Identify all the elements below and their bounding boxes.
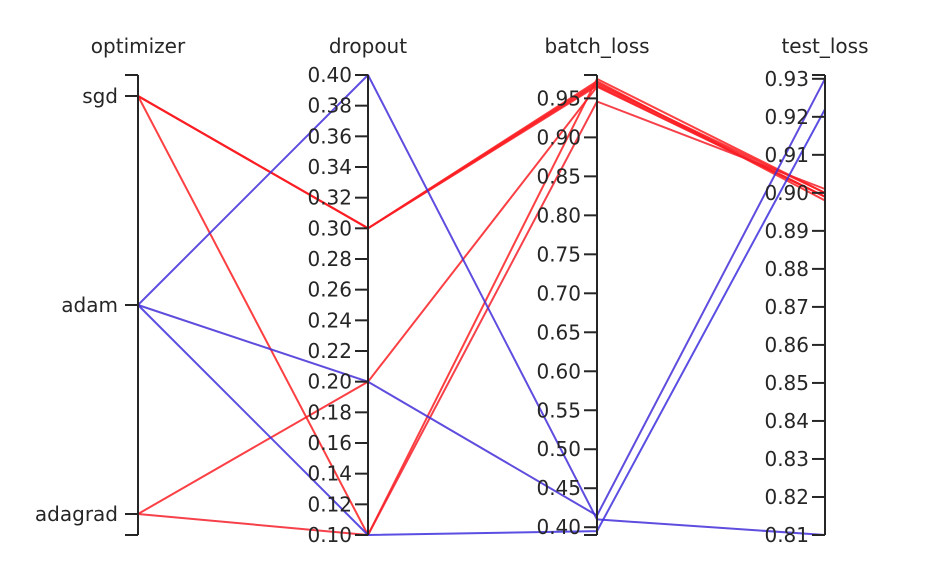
tick-label: 0.18 (307, 400, 352, 424)
series-line (137, 84, 826, 230)
tick-label: 0.14 (307, 462, 352, 486)
tick-label: 0.30 (307, 216, 352, 240)
tick-label: 0.91 (764, 143, 809, 167)
tick-label: 0.16 (307, 431, 352, 455)
axis-optimizer: optimizer sgd adam adagrad (35, 34, 186, 536)
tick-label: 0.50 (536, 437, 581, 461)
tick-label: 0.93 (764, 67, 809, 91)
tick-label: 0.34 (307, 155, 352, 179)
series-line (137, 77, 826, 536)
series-line (137, 74, 826, 536)
axis-dropout: dropout 0.10 0.12 0.14 0.16 0.18 0.20 0.22 0.24 0… (307, 34, 407, 547)
tick-label: 0.95 (536, 86, 581, 110)
tick-label: 0.36 (307, 124, 352, 148)
tick-label: adam (61, 293, 118, 317)
axis-title: dropout (329, 34, 407, 58)
tick-label: 0.65 (536, 320, 581, 344)
tick-label: 0.92 (764, 105, 809, 129)
tick-label: 0.40 (307, 63, 352, 87)
series-line (137, 100, 826, 536)
tick-label: 0.26 (307, 278, 352, 302)
tick-label: 0.90 (764, 181, 809, 205)
tick-label: 0.28 (307, 247, 352, 271)
tick-label: 0.80 (536, 203, 581, 227)
series-lines (137, 74, 826, 536)
axis-batch_loss: batch_loss 0.40 0.45 0.50 0.55 0.60 0.65 0.70 0.… (536, 34, 649, 539)
tick-label: 0.24 (307, 308, 352, 332)
tick-label: 0.83 (764, 447, 809, 471)
tick-label: 0.85 (536, 164, 581, 188)
tick-label: 0.88 (764, 257, 809, 281)
tick-label: 0.86 (764, 333, 809, 357)
tick-label: 0.38 (307, 94, 352, 118)
series-line (137, 85, 826, 515)
tick-label: 0.82 (764, 485, 809, 509)
series-line (137, 108, 826, 536)
tick-label: 0.22 (307, 339, 352, 363)
tick-label: 0.40 (536, 515, 581, 539)
tick-label: 0.20 (307, 370, 352, 394)
axis-title: batch_loss (544, 34, 649, 58)
tick-label: 0.45 (536, 476, 581, 500)
tick-label: 0.75 (536, 242, 581, 266)
series-line (137, 78, 826, 517)
tick-label: 0.89 (764, 219, 809, 243)
axes: optimizer sgd adam adagrad dropout 0.10 0.12 0.… (35, 34, 869, 547)
tick-label: 0.85 (764, 371, 809, 395)
axis-title: optimizer (91, 34, 186, 58)
tick-label: 0.81 (764, 523, 809, 547)
tick-label: 0.90 (536, 125, 581, 149)
tick-label: 0.60 (536, 359, 581, 383)
tick-label: 0.70 (536, 281, 581, 305)
tick-label: 0.32 (307, 186, 352, 210)
axis-test_loss: test_loss 0.81 0.82 0.83 0.84 0.85 0.86 0.87 0.8… (764, 34, 868, 547)
tick-label: 0.10 (307, 523, 352, 547)
tick-label: 0.84 (764, 409, 809, 433)
tick-label: 0.12 (307, 492, 352, 516)
axis-title: test_loss (781, 34, 868, 58)
tick-label: sgd (82, 84, 118, 108)
tick-label: adagrad (35, 502, 118, 526)
tick-label: 0.55 (536, 398, 581, 422)
tick-label: 0.87 (764, 295, 809, 319)
